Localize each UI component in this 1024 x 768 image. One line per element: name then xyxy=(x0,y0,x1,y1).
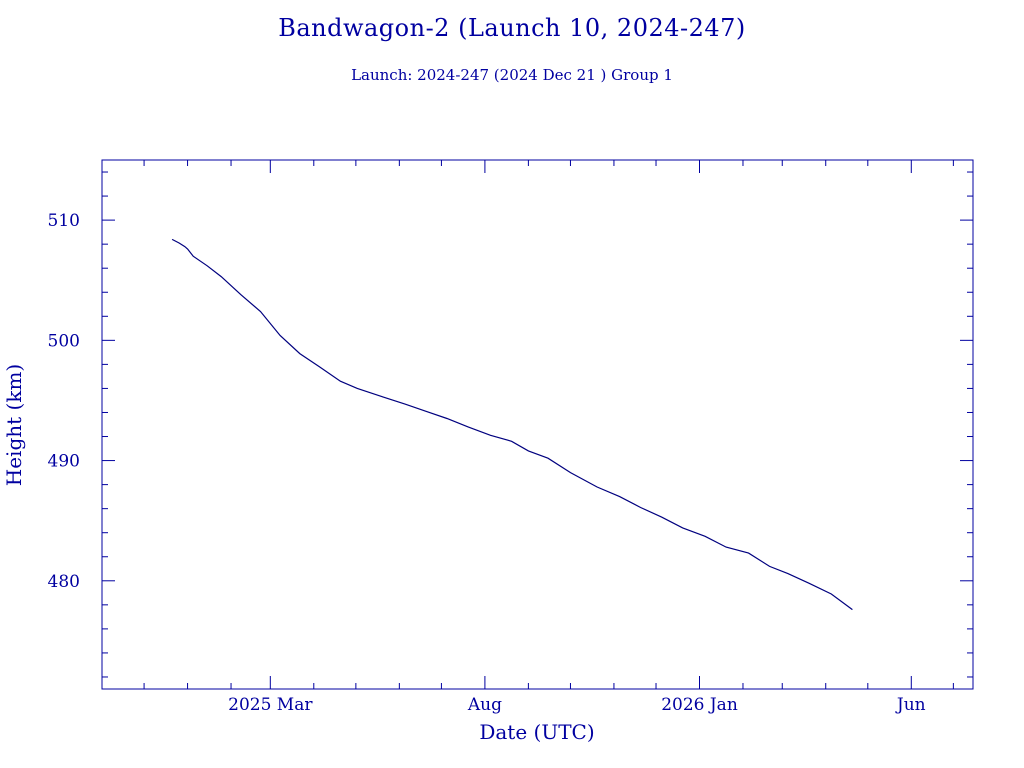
chart-title: Bandwagon-2 (Launch 10, 2024-247) xyxy=(278,14,746,42)
x-tick-label: Jun xyxy=(895,695,926,715)
y-tick-label: 490 xyxy=(48,452,80,472)
y-axis-label: Height (km) xyxy=(2,364,26,486)
plot-frame xyxy=(101,159,974,690)
x-tick-label: 2026 Jan xyxy=(661,695,738,715)
axis-tick-labels: 480 490 500 510 2025 Mar Aug 2026 Jan Jun xyxy=(48,211,926,715)
x-axis-label: Date (UTC) xyxy=(479,720,594,744)
axis-ticks xyxy=(101,160,973,689)
series-line xyxy=(171,238,853,611)
y-tick-label: 480 xyxy=(48,572,80,592)
x-tick-label: Aug xyxy=(467,695,502,715)
y-tick-label: 510 xyxy=(48,211,80,231)
chart-subtitle: Launch: 2024-247 (2024 Dec 21 ) Group 1 xyxy=(351,66,673,84)
x-tick-label: 2025 Mar xyxy=(228,695,313,715)
y-tick-label: 500 xyxy=(48,331,80,351)
